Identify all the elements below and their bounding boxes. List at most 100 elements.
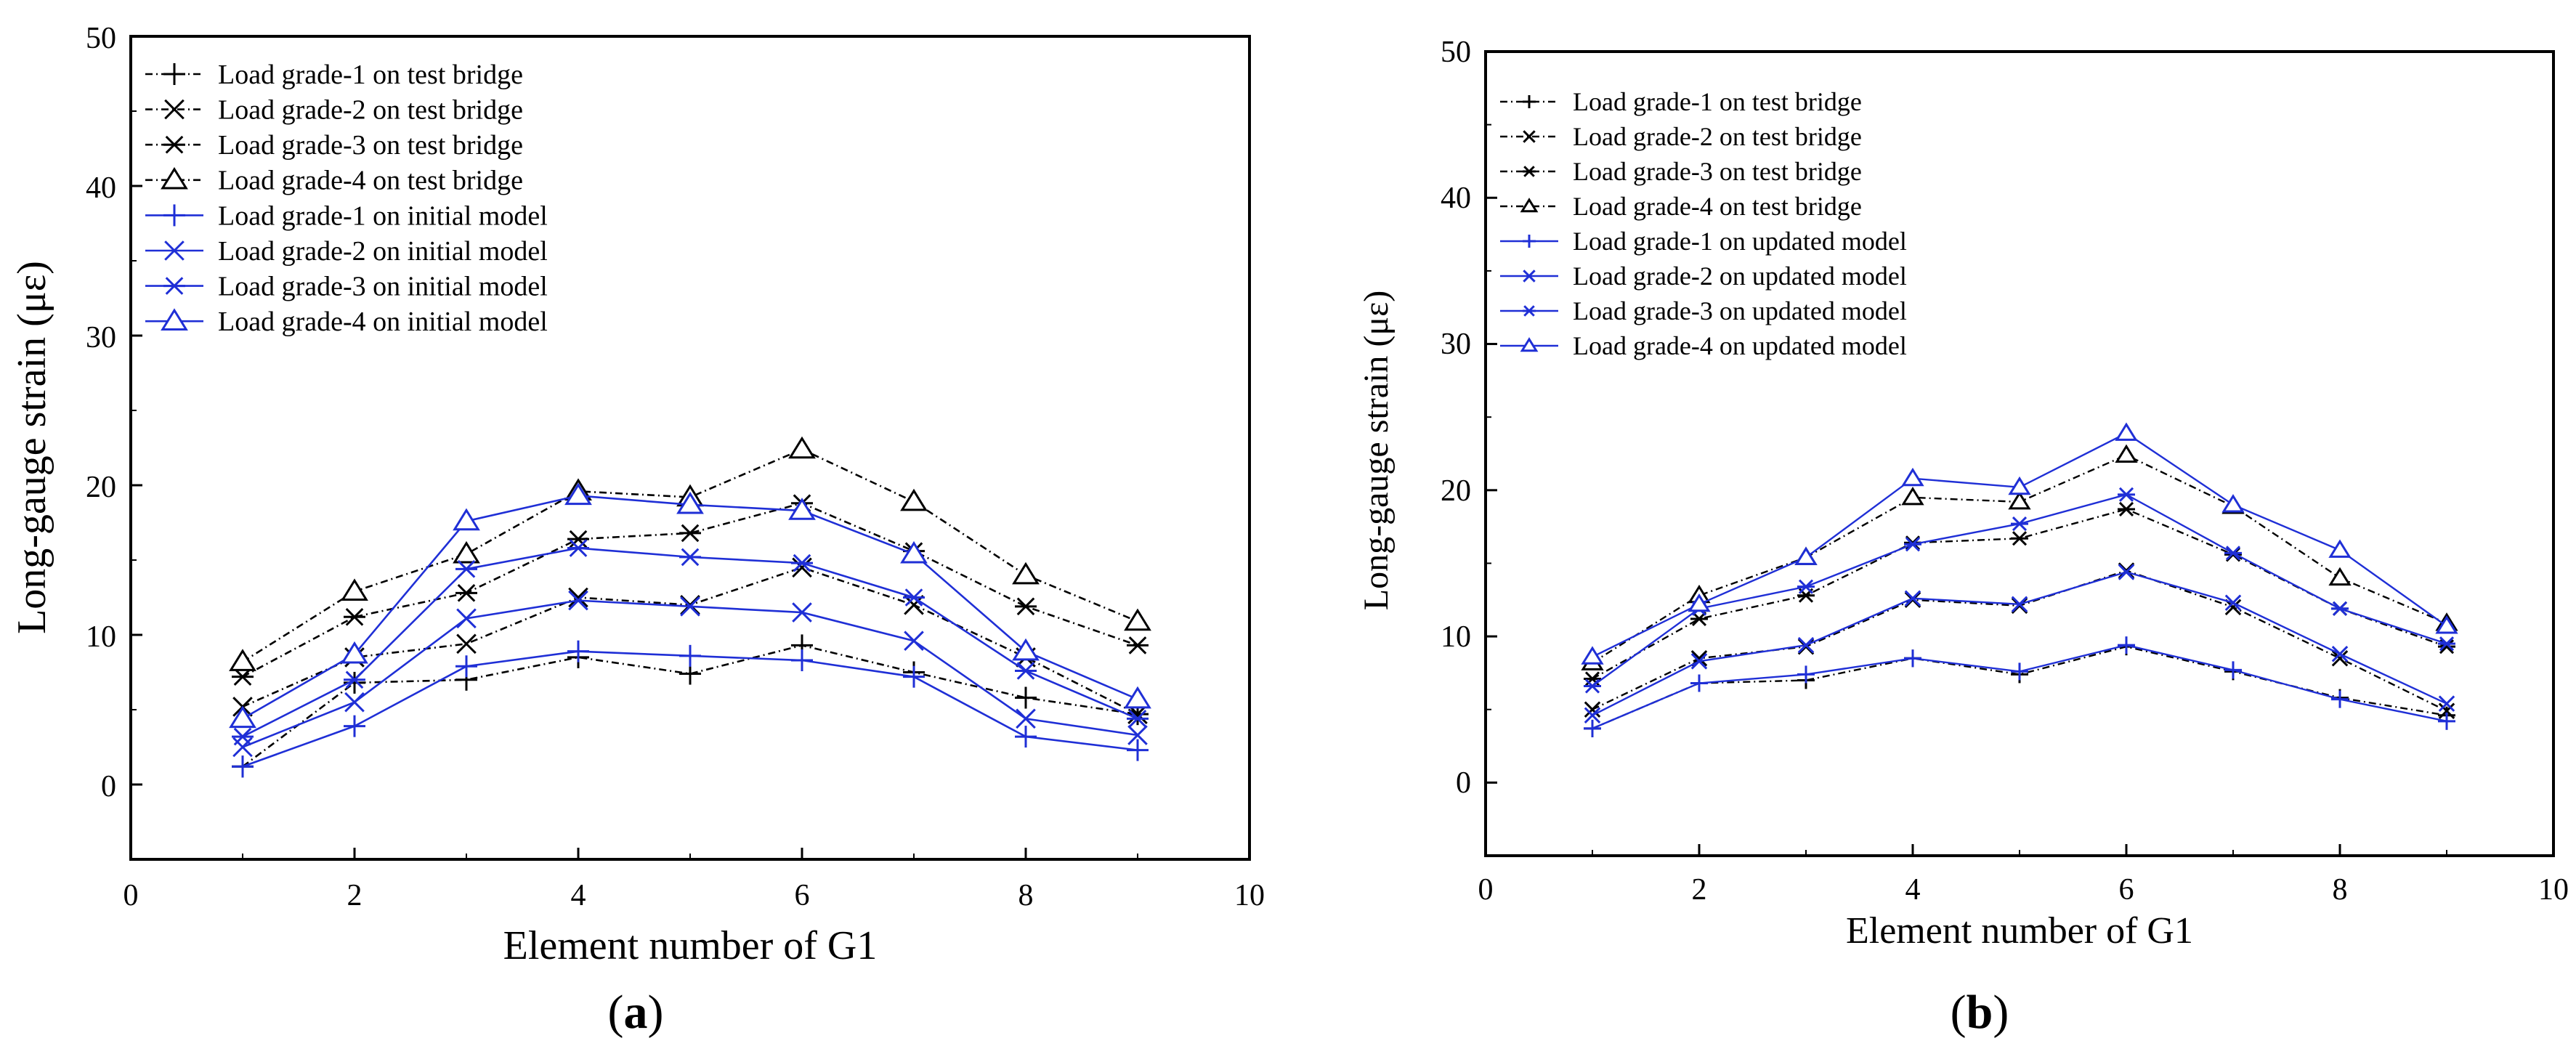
data-point: [568, 587, 588, 608]
data-point: [1584, 701, 1601, 718]
data-point: [1015, 662, 1037, 680]
data-point: [2118, 501, 2135, 517]
data-point: [1015, 597, 1037, 616]
y-tick-label: 40: [86, 171, 116, 205]
legend-marker: [1520, 337, 1539, 352]
data-point: [1584, 719, 1601, 737]
legend-label: Load grade-3 on test bridge: [1573, 157, 1862, 186]
legend-entry: Load grade-3 on initial model: [145, 272, 548, 302]
data-point: [456, 608, 477, 629]
y-tick-label: 20: [86, 471, 116, 504]
legend-label: Load grade-4 on initial model: [218, 307, 548, 337]
data-point: [1901, 487, 1924, 506]
y-axis: 0 10 20 30 40 50: [1441, 36, 1471, 800]
data-point: [455, 560, 477, 578]
data-point: [2011, 516, 2028, 532]
legend-label: Load grade-4 on test bridge: [218, 166, 523, 196]
data-point: [2438, 695, 2455, 712]
legend-label: Load grade-2 on test bridge: [1573, 122, 1862, 151]
y-tick-label: 40: [1441, 182, 1471, 215]
data-point: [341, 641, 368, 664]
legend-marker: [163, 204, 185, 227]
data-point: [232, 727, 254, 746]
data-point: [344, 670, 365, 689]
y-tick-label: 30: [1441, 328, 1471, 361]
data-point: [679, 524, 701, 543]
data-point: [1794, 546, 1818, 565]
data-point: [564, 482, 592, 506]
data-point: [456, 633, 477, 654]
data-point: [2331, 645, 2349, 662]
tick-marks: [1484, 50, 2555, 856]
panel-b: 0 2 4 6 8 10 0 10 20 30 40 50 Load grade…: [1357, 36, 2569, 1039]
data-point: [1904, 590, 1921, 607]
legend-marker: [1523, 269, 1536, 283]
legend-entry: Load grade-3 on test bridge: [145, 130, 523, 161]
legend-marker: [1523, 305, 1536, 317]
data-point: [1901, 467, 1924, 487]
x-tick-label: 0: [123, 879, 139, 912]
data-point: [453, 508, 480, 531]
legend-label: Load grade-1 on test bridge: [1573, 87, 1862, 116]
legend-label: Load grade-1 on updated model: [1573, 227, 1907, 256]
data-point: [679, 644, 701, 667]
data-point: [2438, 712, 2455, 730]
legend-label: Load grade-1 on test bridge: [218, 60, 523, 90]
data-point: [1797, 579, 1815, 594]
panel-letter: a: [624, 986, 648, 1039]
data-point: [2008, 491, 2031, 510]
series-6: [232, 590, 1148, 758]
data-point: [2011, 662, 2028, 681]
data-point: [1584, 707, 1601, 724]
y-axis-title: Long-gauge strain (με): [1357, 291, 1396, 610]
y-tick-label: 50: [1441, 36, 1471, 69]
data-point: [1797, 636, 1815, 654]
legend-entry: Load grade-2 on initial model: [145, 236, 548, 267]
data-point: [229, 705, 256, 729]
series-layer: [1581, 422, 2458, 737]
data-point: [567, 530, 589, 548]
panel-a: 0 2 4 6 8 10 0 10 20 30 40 50 Load grade…: [9, 22, 1265, 1039]
legend-label: Load grade-2 on updated model: [1573, 262, 1907, 291]
x-tick-label: 10: [1234, 879, 1265, 912]
legend-entry: Load grade-3 on updated model: [1500, 296, 1907, 325]
legend-marker: [164, 240, 185, 261]
legend-label: Load grade-3 on test bridge: [218, 130, 523, 161]
data-point: [792, 557, 812, 578]
series-7: [232, 539, 1149, 746]
series-5: [1584, 636, 2455, 737]
data-point: [2008, 476, 2031, 495]
data-point: [1015, 726, 1037, 748]
data-point: [1124, 608, 1151, 631]
x-tick-label: 2: [1692, 873, 1707, 907]
data-point: [344, 607, 365, 626]
data-point: [229, 649, 256, 671]
data-point: [792, 602, 812, 623]
data-point: [453, 540, 480, 564]
data-point: [791, 649, 813, 672]
x-axis-title: Element number of G1: [503, 923, 878, 968]
data-point: [680, 596, 700, 617]
data-point: [568, 590, 588, 611]
data-point: [1016, 708, 1036, 729]
legend: Load grade-1 on test bridge Load grade-2 …: [145, 60, 548, 337]
data-point: [788, 498, 816, 520]
data-point: [2438, 636, 2455, 652]
legend-marker: [1523, 130, 1536, 143]
data-point: [1584, 678, 1601, 694]
data-point: [791, 554, 813, 572]
data-point: [1012, 562, 1040, 585]
data-point: [788, 436, 816, 459]
legend-label: Load grade-4 on test bridge: [1573, 192, 1862, 221]
legend-label: Load grade-2 on test bridge: [218, 95, 523, 126]
legend-entry: Load grade-4 on initial model: [145, 307, 548, 337]
data-point: [1015, 686, 1037, 709]
series-8: [1581, 422, 2458, 665]
data-point: [903, 665, 925, 688]
series-layer: [229, 436, 1151, 778]
data-point: [232, 737, 253, 758]
data-point: [1688, 593, 1711, 612]
data-point: [455, 584, 477, 602]
legend-label: Load grade-3 on initial model: [218, 272, 548, 302]
